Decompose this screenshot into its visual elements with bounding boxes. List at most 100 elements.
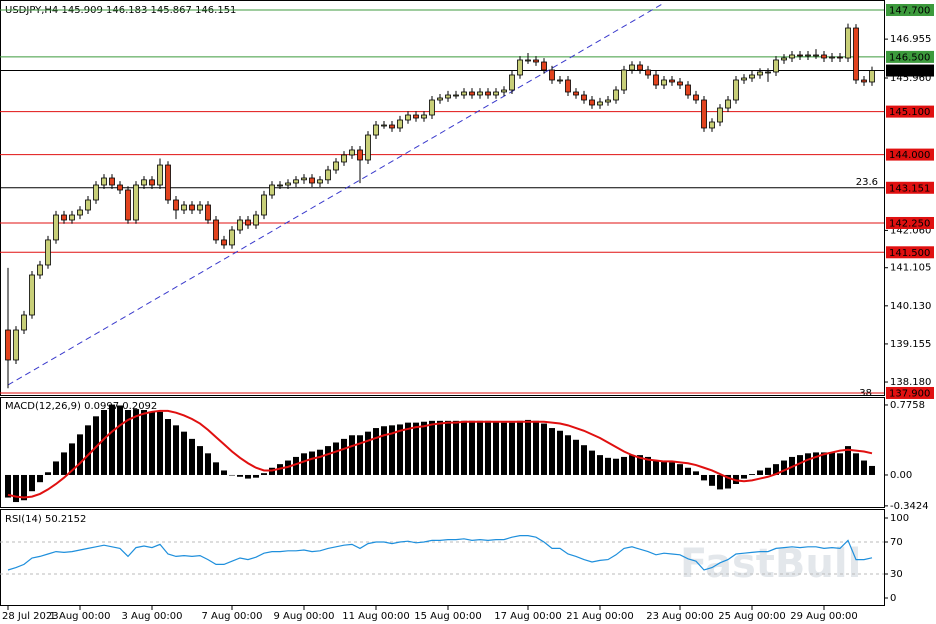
macd-bar <box>725 474 731 489</box>
level-label: 146.151 <box>889 66 930 77</box>
x-tick-label: 28 Jul 2023 <box>2 611 59 622</box>
candle-body <box>837 56 843 59</box>
candle-body <box>405 114 411 121</box>
level-box <box>886 148 934 161</box>
candle-body <box>13 329 19 361</box>
macd-bar <box>349 435 355 475</box>
candle-body <box>325 169 331 181</box>
level-box <box>886 50 934 63</box>
macd-bar <box>797 455 803 475</box>
candle-body <box>453 94 459 97</box>
candle-body <box>869 70 875 83</box>
main-panel <box>0 0 885 396</box>
candle-body <box>477 91 483 96</box>
candle-body <box>461 91 467 96</box>
x-tick-label: 29 Aug 00:00 <box>790 611 857 622</box>
candle-body <box>253 214 259 226</box>
candle-body <box>245 219 251 226</box>
candle-body <box>301 177 307 181</box>
candle-body <box>773 59 779 73</box>
macd-bar <box>45 472 51 475</box>
candle-body <box>541 61 547 71</box>
candle-body <box>637 64 643 71</box>
candle-body <box>701 99 707 129</box>
macd-bar <box>749 474 755 475</box>
macd-bar <box>61 452 67 475</box>
macd-bar <box>85 425 91 475</box>
y-tick-label: 100 <box>890 513 909 524</box>
macd-bar <box>365 431 371 475</box>
candle-body <box>77 209 83 216</box>
macd-bar <box>693 471 699 475</box>
candle-body <box>165 164 171 201</box>
macd-bar <box>533 420 539 475</box>
candle-body <box>669 79 675 83</box>
macd-bar <box>109 404 115 475</box>
candle-body <box>781 57 787 61</box>
macd-bar <box>677 464 683 475</box>
y-tick-label: -0.3424 <box>890 501 929 512</box>
candle-body <box>829 56 835 59</box>
macd-bar <box>117 405 123 475</box>
macd-bar <box>605 457 611 475</box>
macd-bar <box>141 410 147 475</box>
x-tick-label: 23 Aug 00:00 <box>646 611 713 622</box>
macd-bar <box>205 453 211 475</box>
candle-body <box>597 101 603 106</box>
x-tick-label: 11 Aug 00:00 <box>342 611 409 622</box>
macd-bar <box>813 452 819 475</box>
watermark-layer: FastBull <box>680 541 861 587</box>
candle-body <box>293 179 299 184</box>
x-tick-label: 9 Aug 00:00 <box>273 611 334 622</box>
macd-bar <box>645 456 651 475</box>
macd-bar <box>485 420 491 475</box>
candle-body <box>685 84 691 96</box>
candle-body <box>661 79 667 86</box>
macd-bar <box>301 453 307 475</box>
panel-title: MACD(12,26,9) 0.0997 0.2092 <box>5 401 157 412</box>
candle-body <box>149 179 155 186</box>
candle-body <box>285 182 291 186</box>
candle-body <box>93 184 99 201</box>
y-tick-label: 146.955 <box>890 34 931 45</box>
macd-bar <box>397 424 403 475</box>
candle-body <box>205 204 211 221</box>
y-tick-label: 30 <box>890 569 903 580</box>
x-tick-label: 3 Aug 00:00 <box>121 611 182 622</box>
candle-body <box>573 91 579 96</box>
macd-bar <box>853 453 859 475</box>
candle-body <box>397 119 403 129</box>
macd-bar <box>293 456 299 475</box>
macd-bar <box>181 431 187 475</box>
candle-body <box>61 214 67 221</box>
macd-bar <box>493 421 499 475</box>
macd-bar <box>805 453 811 475</box>
level-label: 144.000 <box>889 150 930 161</box>
level-box <box>886 386 934 399</box>
candle-body <box>341 154 347 163</box>
macd-bar <box>461 420 467 475</box>
macd-bar <box>133 409 139 475</box>
macd-panel <box>0 397 885 508</box>
candle-body <box>709 121 715 129</box>
macd-bar <box>469 420 475 475</box>
candle-body <box>53 214 59 241</box>
macd-bar <box>541 423 547 475</box>
macd-bar <box>637 455 643 475</box>
candle-body <box>717 107 723 123</box>
macd-bar <box>565 435 571 475</box>
candle-body <box>645 69 651 76</box>
candle-body <box>69 214 75 221</box>
candle-body <box>213 219 219 241</box>
x-tick-label: 21 Aug 00:00 <box>566 611 633 622</box>
macd-bar <box>5 474 11 498</box>
candle-body <box>733 79 739 101</box>
level-box <box>886 4 934 17</box>
candle-body <box>533 59 539 63</box>
y-tick-label: 0.00 <box>890 470 912 481</box>
candle-body <box>333 161 339 171</box>
macd-bar <box>429 420 435 475</box>
candle-body <box>21 314 27 331</box>
level-label: 147.700 <box>889 6 930 17</box>
macd-bar <box>869 465 875 475</box>
